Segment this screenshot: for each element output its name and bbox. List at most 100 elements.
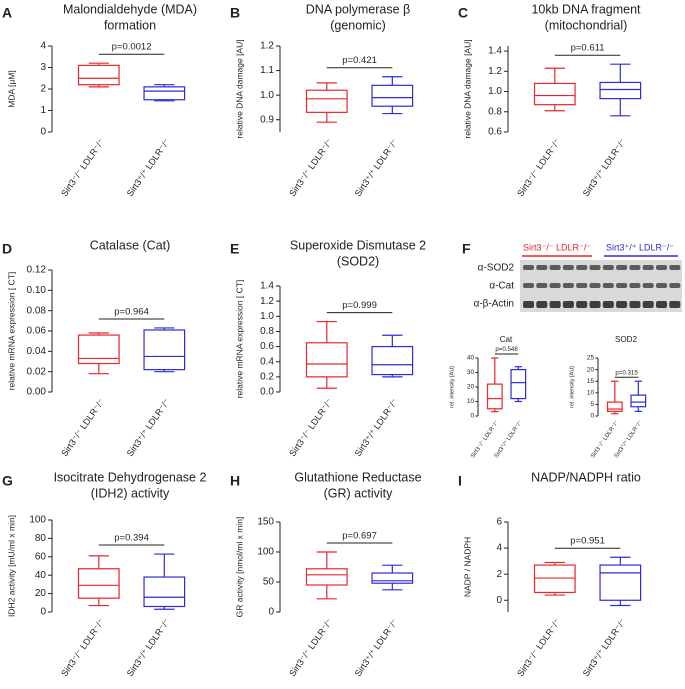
blot-band [523,283,534,288]
blot-band [642,265,654,270]
x-tick-label: Sirt3⁺/⁺ LDLR⁻/⁻ [581,617,628,679]
blot-band [589,283,601,288]
blot-band [576,283,588,288]
chart-title: (SOD2) [337,254,379,268]
box [77,64,120,86]
blot-band [523,301,534,308]
blot-band [562,283,574,288]
panel-letter: D [2,241,12,257]
box [599,564,642,601]
y-tick-label: 0.10 [27,285,47,296]
blot-band [616,265,628,270]
y-tick-label: 0 [40,127,46,138]
x-tick-label: Sirt3⁻/⁻ LDLR⁻/⁻ [59,137,106,199]
blot-band [642,301,654,308]
y-axis-label: rel. intensity [AU] [449,366,455,408]
blot-band [656,283,667,288]
blot-band [536,301,548,308]
x-tick-label: Sirt3⁻/⁻ LDLR⁻/⁻ [515,617,562,679]
box [143,86,186,101]
x-tick-label: Sirt3⁻/⁻ LDLR⁻/⁻ [287,617,334,679]
blot-band [602,283,614,288]
box [486,383,503,410]
y-tick-label: 4 [496,543,502,554]
y-tick-label: 2 [496,569,502,580]
y-tick-label: 80 [35,533,47,544]
panel-letter: F [462,241,471,257]
y-tick-label: 0.00 [27,387,47,398]
box [143,329,186,371]
y-axis-label: GR activity [nmol/ml x min] [234,517,244,618]
x-tick-label: Sirt3⁻/⁻ LDLR⁻/⁻ [287,137,334,199]
y-tick-label: 0.12 [27,265,47,276]
x-tick-label: Sirt3⁻/⁻ LDLR⁻/⁻ [515,137,562,199]
chart-title: Isocitrate Dehydrogenase 2 [54,470,207,484]
blot-band [536,265,548,270]
y-tick-label: 40 [35,570,47,581]
blot-band [549,301,561,308]
y-tick-label: 30 [467,369,475,376]
y-tick-label: 1.0 [260,311,274,322]
panel-letter: B [230,5,240,21]
y-axis-label: relative DNA damage [AU] [462,39,472,138]
blot-band [656,301,667,308]
blot-band [669,283,681,288]
y-axis-label: rel. intensity [AU] [569,366,575,408]
chart-title: Cat [500,335,513,344]
blot-band [656,265,667,270]
y-tick-label: 0 [590,413,594,420]
chart-title: (GR) activity [324,486,394,500]
x-tick-label: Sirt3⁻/⁻ LDLR⁻/⁻ [59,617,106,679]
blot-row-label: α-Cat [489,281,514,292]
chart-title: Catalase (Cat) [90,238,171,252]
blot-band [629,283,641,288]
box [606,401,623,412]
chart-title: (IDH2) activity [91,486,170,500]
y-tick-label: 1.1 [260,65,274,76]
western-blot [520,260,682,312]
blot-group-label: Sirt3⁺/⁺ LDLR⁻/⁻ [606,242,674,252]
panel-letter: A [2,5,12,21]
chart-title: (genomic) [330,18,386,32]
p-value: p=0.964 [114,306,149,317]
blot-band [616,301,628,308]
box [371,572,414,584]
y-tick-label: 6 [496,517,502,528]
blot-band [523,265,534,270]
y-tick-label: 25 [587,355,595,362]
blot-band [669,265,681,270]
blot-row-label: α-β-Actin [474,299,514,310]
blot-band [602,301,614,308]
p-value: p=0.697 [342,531,377,542]
chart-title: (mitochondrial) [545,18,628,32]
p-value: p=0.0012 [112,42,152,53]
y-tick-label: 50 [263,577,275,588]
p-value: p=0.394 [114,533,149,544]
y-tick-label: 1.2 [260,41,274,52]
x-tick-label: Sirt3⁺/⁺ LDLR⁻/⁻ [353,617,400,679]
y-tick-label: 1.4 [260,281,274,292]
x-tick-label: Sirt3⁻/⁻ LDLR⁻/⁻ [59,397,106,459]
y-axis-label: relative mRNA expression [ CT] [234,280,244,399]
panel-letter: G [2,473,13,489]
box [305,568,348,586]
p-value: p=0.315 [615,369,638,376]
p-value: p=0.951 [570,536,605,547]
x-tick-label: Sirt3⁺/⁺ LDLR⁻/⁻ [125,137,172,199]
y-tick-label: 0 [268,607,274,618]
chart-title: DNA polymerase β [306,2,410,16]
x-tick-label: Sirt3⁺/⁺ LDLR⁻/⁻ [353,397,400,459]
p-value: p=0.999 [342,300,377,311]
box [371,345,414,376]
y-axis-label: IDH2 activity [mU/ml x min] [6,515,16,617]
x-tick-label: Sirt3⁺/⁺ LDLR⁻/⁻ [125,397,172,459]
y-tick-label: 10 [467,398,475,405]
y-axis-label: MDA [μM] [6,70,16,107]
x-tick-label: Sirt3⁺/⁺ LDLR⁻/⁻ [581,137,628,199]
p-value: p=0.548 [495,346,518,353]
y-tick-label: 10 [587,390,595,397]
y-tick-label: 0 [496,595,502,606]
y-tick-label: 1.4 [488,46,502,57]
chart-title: 10kb DNA fragment [531,2,641,16]
